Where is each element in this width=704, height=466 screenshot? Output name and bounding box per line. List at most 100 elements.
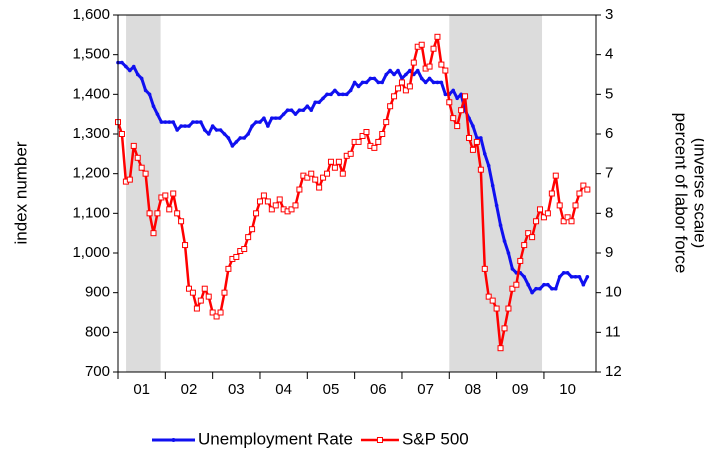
data-point bbox=[249, 226, 256, 233]
data-point bbox=[372, 76, 377, 81]
data-point bbox=[250, 124, 254, 128]
data-point bbox=[454, 123, 461, 130]
data-point bbox=[150, 230, 157, 237]
data-point bbox=[391, 93, 398, 100]
data-point bbox=[415, 68, 420, 73]
data-point bbox=[510, 267, 515, 271]
data-point bbox=[368, 76, 373, 81]
data-point bbox=[459, 92, 463, 97]
x-tick-label: 04 bbox=[275, 381, 292, 398]
data-point bbox=[388, 68, 392, 73]
data-point bbox=[258, 120, 262, 124]
data-point bbox=[426, 63, 433, 70]
y-tick-label: 700 bbox=[85, 363, 110, 380]
x-tick-label: 08 bbox=[465, 381, 482, 398]
data-point bbox=[498, 223, 503, 228]
data-point bbox=[272, 202, 279, 209]
data-point bbox=[481, 265, 488, 272]
data-point bbox=[529, 234, 536, 241]
data-point bbox=[193, 305, 200, 312]
data-point bbox=[233, 253, 240, 260]
data-point bbox=[490, 183, 495, 188]
data-point bbox=[359, 132, 366, 139]
data-point bbox=[126, 176, 133, 183]
data-point bbox=[210, 124, 215, 128]
recession-shade bbox=[126, 15, 161, 372]
data-point bbox=[288, 206, 295, 213]
data-point bbox=[556, 202, 563, 209]
data-point bbox=[167, 120, 172, 124]
data-point bbox=[155, 112, 160, 116]
data-point bbox=[205, 293, 212, 300]
data-point bbox=[130, 142, 137, 149]
data-point bbox=[281, 112, 286, 116]
y2-tick-label: 7 bbox=[605, 165, 613, 182]
y2-axis-label: (inverse scale) bbox=[691, 138, 704, 249]
data-point bbox=[254, 120, 258, 124]
data-point bbox=[293, 112, 298, 116]
data-point bbox=[530, 290, 534, 295]
data-point bbox=[561, 271, 566, 275]
data-point bbox=[564, 214, 571, 221]
data-point bbox=[209, 309, 216, 316]
y2-tick-label: 8 bbox=[605, 204, 613, 221]
data-point bbox=[178, 218, 185, 225]
legend-marker bbox=[171, 438, 176, 442]
data-point bbox=[131, 64, 136, 69]
y-tick-label: 1,100 bbox=[72, 204, 110, 221]
data-point bbox=[324, 170, 331, 177]
data-point bbox=[581, 282, 586, 287]
data-point bbox=[505, 305, 512, 312]
data-point bbox=[552, 172, 559, 179]
data-point bbox=[380, 80, 385, 85]
data-point bbox=[392, 72, 396, 77]
data-point bbox=[395, 85, 402, 92]
data-point bbox=[513, 281, 520, 288]
data-point bbox=[408, 68, 412, 73]
data-point bbox=[585, 275, 590, 279]
data-point bbox=[352, 80, 357, 85]
data-point bbox=[238, 136, 243, 140]
y2-tick-label: 12 bbox=[605, 363, 622, 380]
y-tick-label: 1,300 bbox=[72, 125, 110, 142]
data-point bbox=[320, 174, 327, 181]
data-point bbox=[576, 190, 583, 197]
data-point bbox=[325, 92, 329, 97]
y-tick-label: 900 bbox=[85, 284, 110, 301]
data-point bbox=[443, 92, 448, 97]
y2-tick-label: 11 bbox=[605, 323, 621, 340]
data-point bbox=[418, 41, 425, 48]
data-point bbox=[308, 170, 315, 177]
data-point bbox=[329, 92, 333, 97]
data-point bbox=[214, 128, 219, 132]
data-point bbox=[521, 242, 528, 249]
data-point bbox=[534, 286, 538, 291]
data-point bbox=[154, 210, 161, 217]
data-point bbox=[450, 115, 457, 122]
data-point bbox=[185, 285, 192, 292]
data-point bbox=[400, 76, 404, 81]
data-point bbox=[230, 144, 235, 148]
data-point bbox=[124, 64, 128, 69]
data-point bbox=[387, 103, 394, 110]
data-point bbox=[166, 206, 173, 213]
data-point bbox=[348, 88, 353, 93]
data-point bbox=[573, 275, 578, 279]
data-point bbox=[502, 239, 507, 243]
legend-marker bbox=[376, 437, 383, 443]
data-point bbox=[344, 92, 349, 97]
data-point bbox=[264, 198, 271, 205]
data-point bbox=[379, 131, 386, 137]
data-point bbox=[159, 120, 164, 124]
data-point bbox=[289, 108, 294, 112]
data-point bbox=[537, 206, 544, 213]
data-point bbox=[174, 210, 181, 217]
data-point bbox=[170, 190, 177, 197]
data-point bbox=[479, 136, 483, 140]
data-point bbox=[469, 146, 476, 153]
data-point bbox=[544, 210, 551, 217]
data-point bbox=[427, 76, 432, 81]
data-point bbox=[246, 132, 250, 136]
data-point bbox=[419, 76, 424, 81]
data-point bbox=[402, 87, 409, 94]
